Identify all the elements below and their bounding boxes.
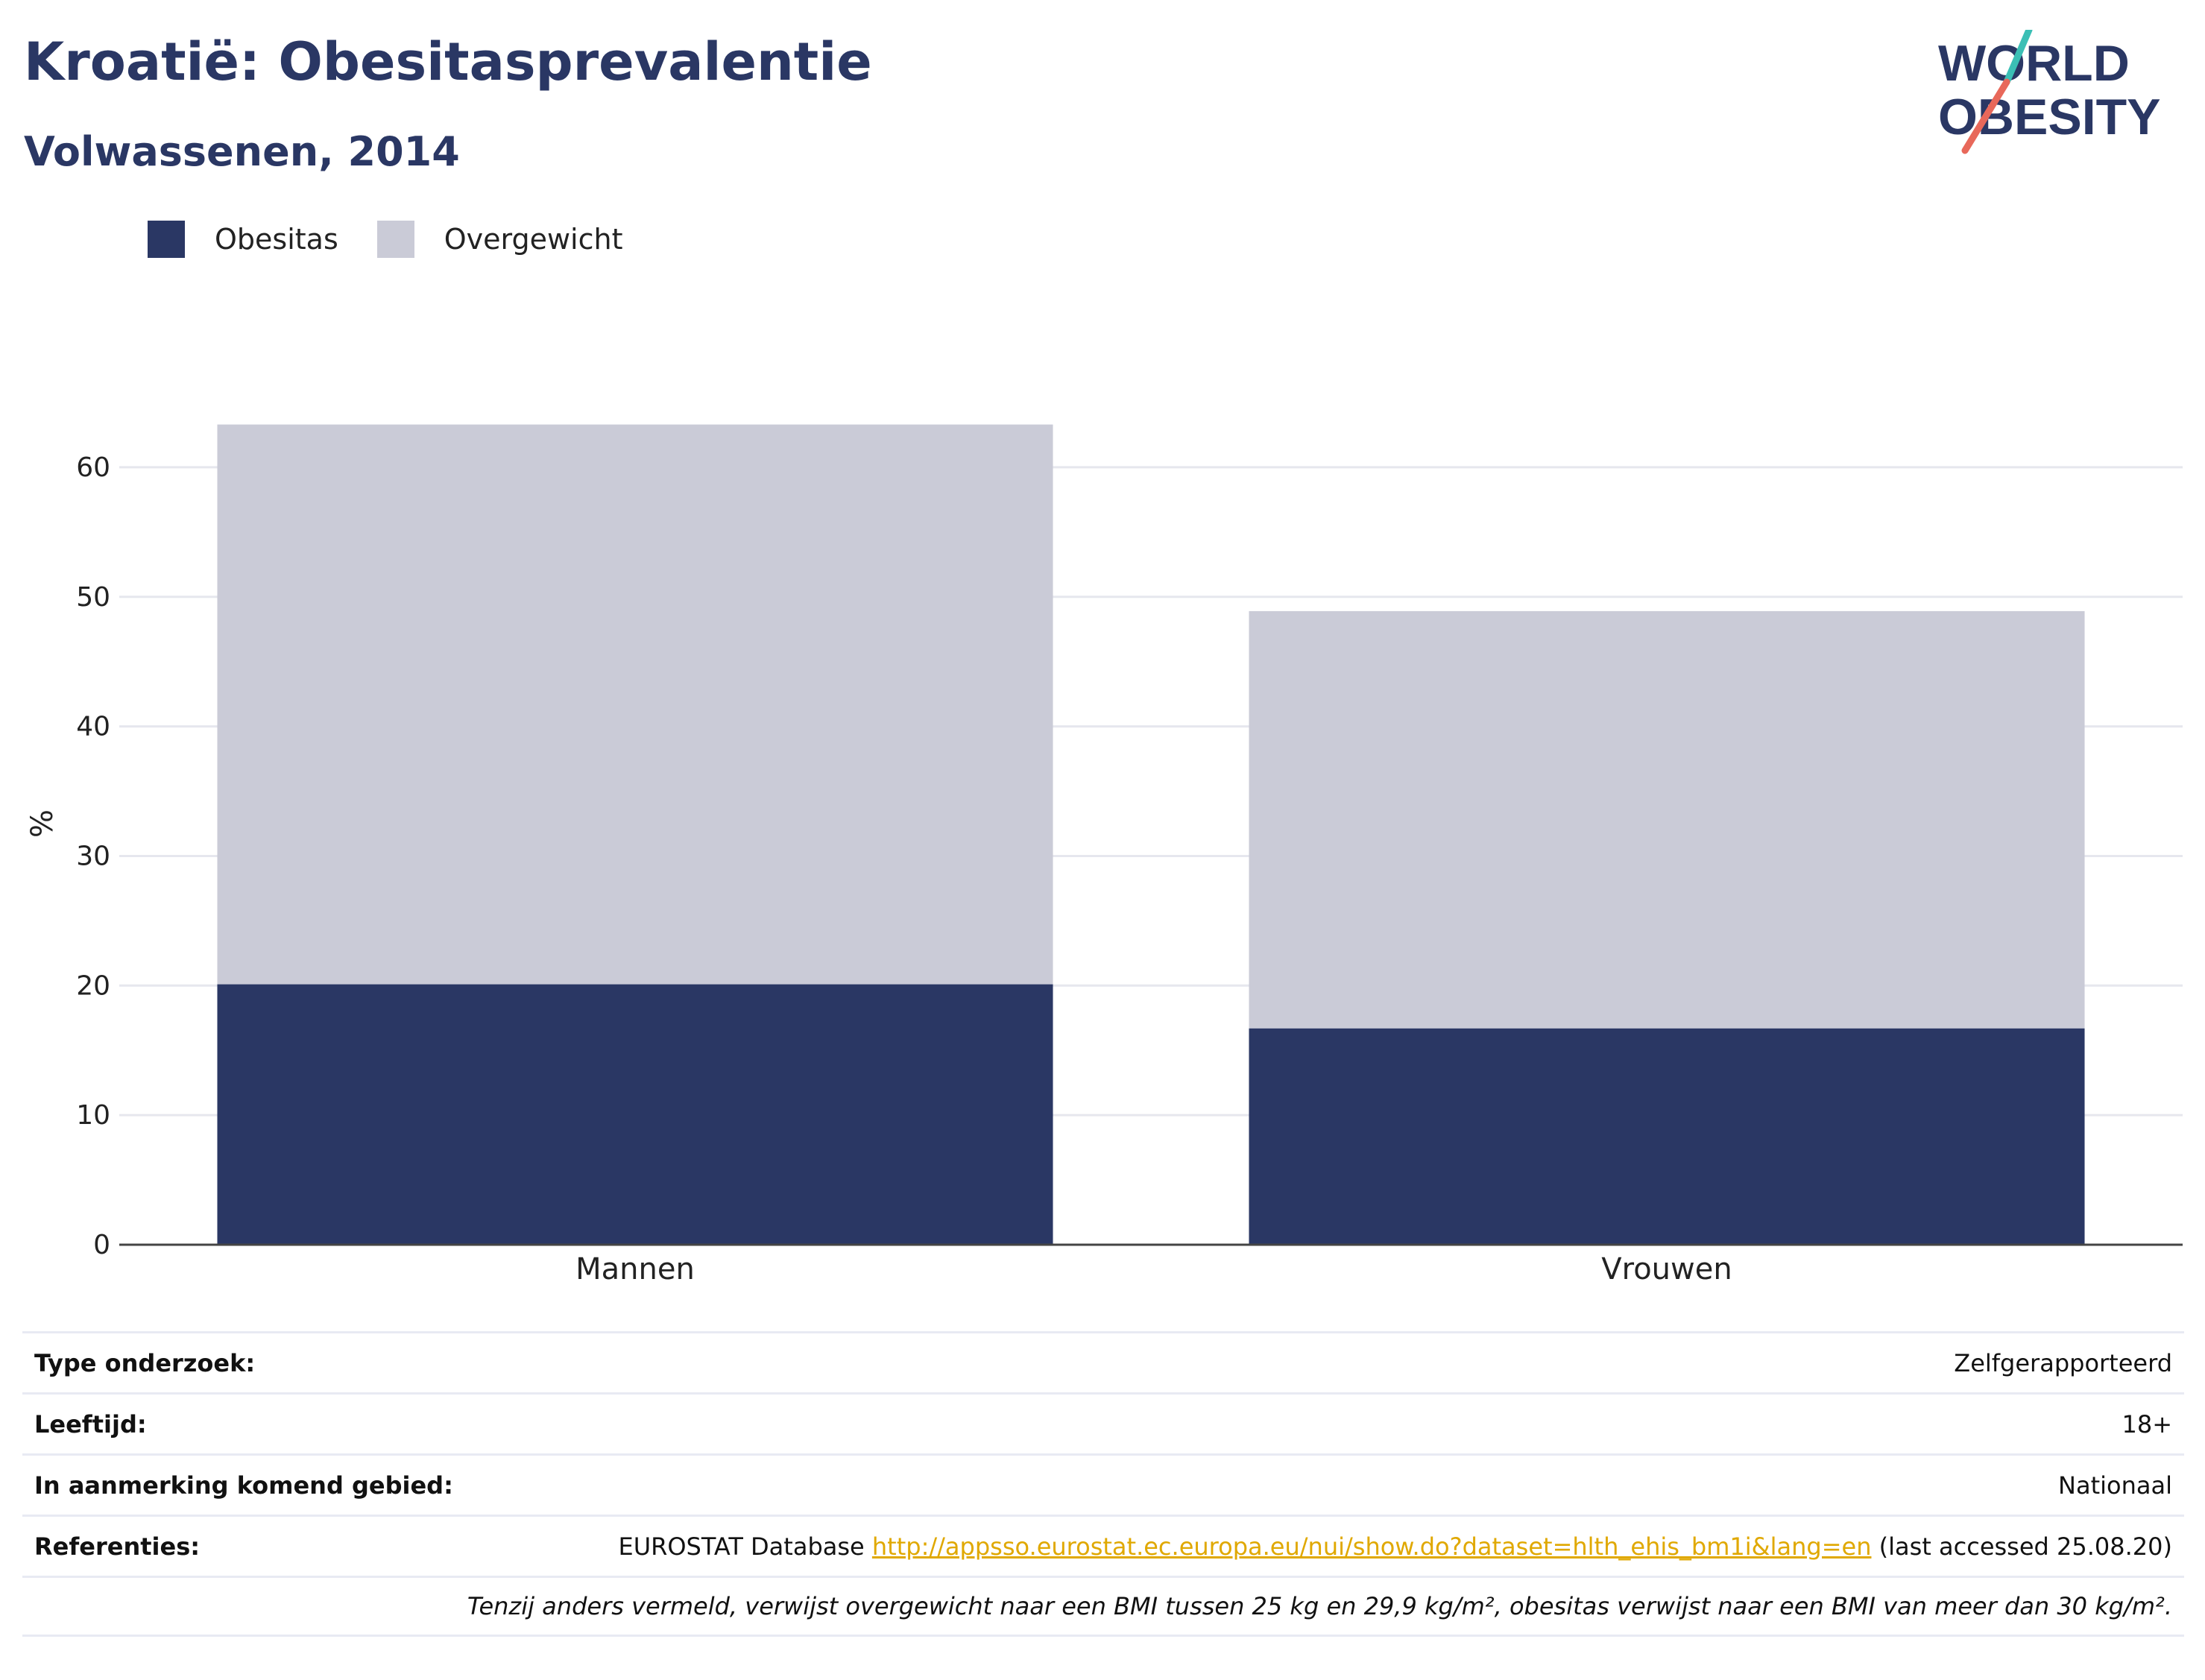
info-table: Type onderzoek: Zelfgerapporteerd Leefti… [22, 1331, 2184, 1637]
logo-slash-bottom [1961, 78, 2010, 154]
legend-label-overgewicht: Overgewicht [444, 223, 623, 256]
reference-link[interactable]: http://appsso.eurostat.ec.europa.eu/nui/… [871, 1532, 1872, 1561]
bar-overgewicht-vrouwen [1249, 610, 2085, 1029]
info-value: Zelfgerapporteerd [1954, 1348, 2172, 1377]
y-tick-label: 10 [76, 1100, 110, 1131]
info-row-age: Leeftijd: 18+ [22, 1392, 2184, 1453]
y-tick-label: 50 [76, 582, 110, 613]
bar-obesitas-mannen [217, 984, 1053, 1245]
legend-item-obesitas[interactable]: Obesitas [148, 221, 338, 258]
bar-overgewicht-mannen [217, 424, 1053, 985]
info-key: Type onderzoek: [34, 1348, 256, 1377]
info-row-note: Tenzij anders vermeld, verwijst overgewi… [22, 1576, 2184, 1637]
stacked-bar-chart: 0 10 20 30 40 50 60 Mannen Vrouwen% [25, 424, 2183, 1286]
info-row-survey-type: Type onderzoek: Zelfgerapporteerd [22, 1331, 2184, 1392]
info-key: Leeftijd: [34, 1409, 147, 1439]
y-tick-label: 30 [76, 841, 110, 871]
reference-suffix: (last accessed 25.08.20) [1871, 1532, 2172, 1561]
y-tick-label: 40 [76, 712, 110, 742]
x-category-label: Mannen [575, 1252, 695, 1286]
info-value: EUROSTAT Database http://appsso.eurostat… [618, 1532, 2172, 1561]
logo-line1: WORLD [1938, 35, 2130, 92]
y-axis-title: % [25, 809, 60, 838]
page-title: Kroatië: Obesitasprevalentie [24, 31, 872, 92]
page-subtitle: Volwassenen, 2014 [24, 128, 460, 175]
info-value: Nationaal [2058, 1471, 2172, 1500]
chart-legend: Obesitas Overgewicht [148, 221, 662, 258]
info-key: In aanmerking komend gebied: [34, 1471, 453, 1500]
logo-slash-top [2003, 30, 2033, 86]
info-row-references: Referenties: EUROSTAT Database http://ap… [22, 1515, 2184, 1576]
legend-swatch-overgewicht [376, 221, 414, 258]
y-tick-label: 60 [76, 452, 110, 483]
x-category-label: Vrouwen [1601, 1252, 1732, 1286]
legend-item-overgewicht[interactable]: Overgewicht [376, 221, 623, 258]
y-tick-label: 20 [76, 970, 110, 1001]
bar-obesitas-vrouwen [1249, 1028, 2085, 1245]
info-row-area: In aanmerking komend gebied: Nationaal [22, 1453, 2184, 1515]
info-value: 18+ [2122, 1409, 2172, 1439]
definition-note: Tenzij anders vermeld, verwijst overgewi… [467, 1592, 2172, 1620]
info-key: Referenties: [34, 1532, 201, 1561]
world-obesity-logo-icon: WORLD OBESITY [1938, 30, 2161, 154]
legend-label-obesitas: Obesitas [215, 223, 338, 256]
y-tick-label: 0 [93, 1230, 110, 1260]
legend-swatch-obesitas [148, 221, 185, 258]
reference-prefix: EUROSTAT Database [618, 1532, 872, 1561]
